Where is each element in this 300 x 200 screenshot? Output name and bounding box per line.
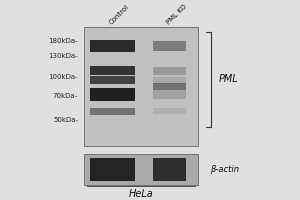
- Text: 180kDa-: 180kDa-: [48, 38, 78, 44]
- Text: 50kDa-: 50kDa-: [53, 117, 78, 123]
- Bar: [153, 67, 186, 75]
- Text: Control: Control: [108, 3, 130, 25]
- Text: PML KO: PML KO: [165, 3, 188, 25]
- Bar: [153, 41, 186, 51]
- Text: PML: PML: [219, 74, 239, 84]
- Bar: [153, 158, 186, 181]
- Text: 130kDa-: 130kDa-: [48, 53, 78, 59]
- Text: 70kDa-: 70kDa-: [53, 93, 78, 99]
- Bar: [90, 66, 135, 75]
- Text: 100kDa-: 100kDa-: [48, 74, 78, 80]
- Bar: [90, 40, 135, 52]
- Text: HeLa: HeLa: [129, 189, 153, 199]
- Bar: [90, 108, 135, 115]
- Bar: [84, 27, 198, 146]
- Bar: [153, 108, 186, 114]
- Bar: [90, 158, 135, 181]
- Bar: [153, 83, 186, 90]
- Text: β-actin: β-actin: [210, 165, 239, 174]
- Bar: [90, 76, 135, 84]
- Bar: [153, 90, 186, 99]
- Bar: [84, 154, 198, 185]
- Bar: [90, 88, 135, 101]
- Bar: [153, 77, 186, 84]
